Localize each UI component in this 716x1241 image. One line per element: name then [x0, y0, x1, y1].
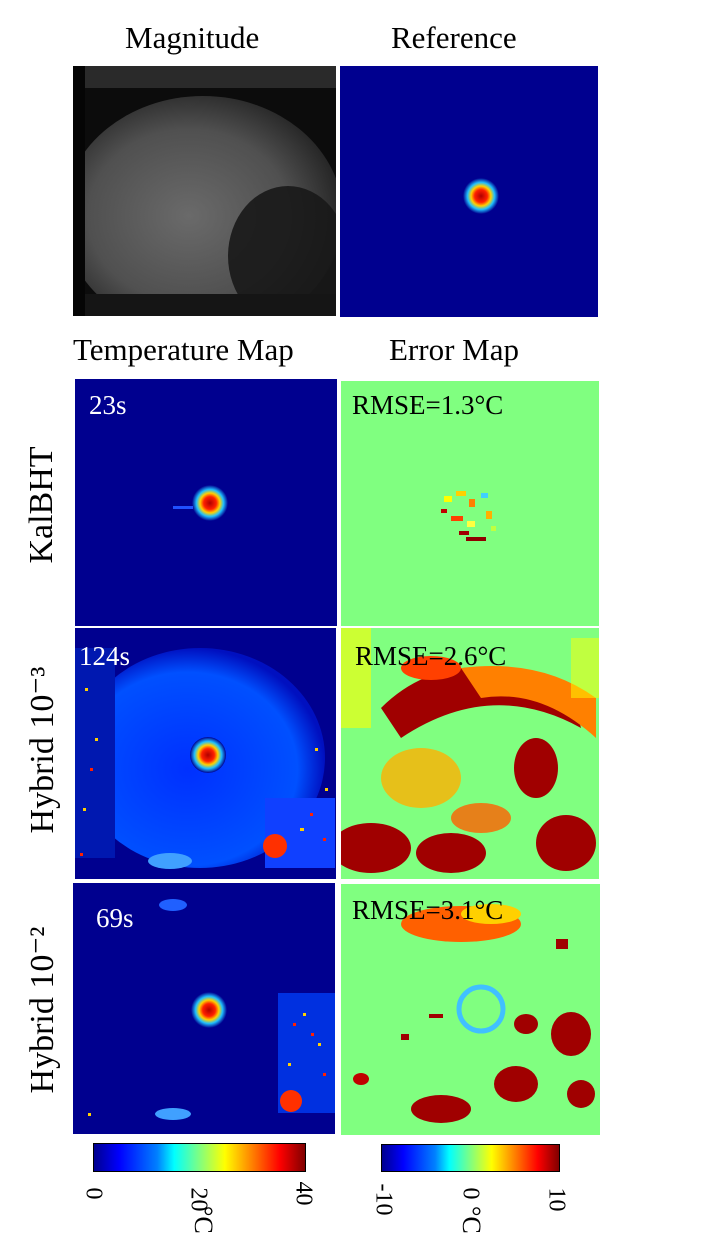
time-label: 124s — [79, 641, 131, 671]
reference-image — [340, 66, 598, 317]
header-error-map: Error Map — [389, 332, 519, 367]
row-label-hybrid-1e-3: Hybrid 10⁻³ — [24, 666, 61, 834]
magnitude-image — [73, 66, 336, 316]
error-colorbar-unit: °C — [457, 1206, 486, 1234]
temperature-colorbar-tick: 0 — [80, 1187, 107, 1200]
error-colorbar-tick: 0 — [457, 1187, 484, 1200]
error-map-kalbht — [341, 381, 599, 626]
temperature-map-hybrid-1e-2 — [73, 883, 335, 1134]
temperature-colorbar-unit: °C — [189, 1206, 218, 1234]
temperature-map-kalbht — [75, 379, 337, 626]
error-colorbar-tick: 10 — [543, 1187, 570, 1212]
temperature-colorbar-tick: 40 — [290, 1181, 317, 1206]
error-colorbar-tick: -10 — [370, 1183, 397, 1216]
rmse-label: RMSE=2.6°C — [355, 641, 507, 671]
rmse-label: RMSE=3.1°C — [352, 895, 504, 925]
row-label-hybrid-1e-2: Hybrid 10⁻² — [24, 926, 61, 1094]
row-label-kalbht: KalBHT — [23, 446, 60, 564]
header-reference: Reference — [391, 20, 517, 55]
time-label: 23s — [89, 390, 127, 420]
temperature-map-hybrid-1e-3 — [75, 628, 336, 879]
error-map-hybrid-1e-3 — [341, 628, 599, 879]
error-map-hybrid-1e-2 — [341, 884, 600, 1135]
temperature-colorbar — [93, 1143, 306, 1172]
header-magnitude: Magnitude — [125, 20, 260, 55]
error-colorbar — [381, 1144, 560, 1172]
rmse-label: RMSE=1.3°C — [352, 390, 504, 420]
time-label: 69s — [96, 903, 134, 933]
header-temperature-map: Temperature Map — [73, 332, 294, 367]
